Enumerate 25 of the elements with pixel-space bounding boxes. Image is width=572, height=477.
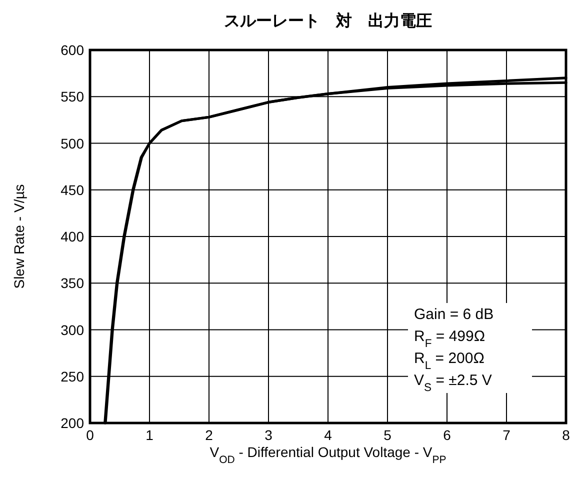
y-tick-label: 350 [60,275,84,292]
x-tick-label: 7 [502,427,511,443]
y-tick-label: 250 [60,368,84,384]
y-tick-label: 200 [60,415,84,431]
x-tick-label: 5 [384,427,392,443]
x-tick-label: 6 [443,427,452,443]
y-tick-label: 550 [60,88,84,105]
y-tick-label: 600 [60,42,84,58]
annotation: V$_{S}$ = ±2.5 V [414,372,492,394]
y-tick-label: 500 [60,135,84,152]
annotation: R$_{F}$ = 499Ω [414,328,486,350]
x-axis-title: V$_{OD}$ - Differential Output Voltage - V$_{PP}$ [210,444,446,466]
annotation: R$_{L}$ = 200Ω [414,350,484,372]
y-tick-label: 450 [60,182,84,198]
x-tick-label: 1 [146,427,154,443]
y-tick-label: 300 [60,322,84,338]
x-tick-label: 3 [264,427,273,443]
chart-title: スルーレート 対 出力電圧 [224,11,432,30]
x-tick-label: 4 [324,427,332,443]
y-axis-title: Slew Rate - V/µs [11,184,27,289]
annotation: Gain = 6 dB [414,306,494,323]
x-tick-label: 2 [205,427,214,443]
y-tick-label: 400 [60,228,84,244]
x-tick-label: 0 [86,427,94,443]
x-tick-label: 8 [562,427,570,443]
